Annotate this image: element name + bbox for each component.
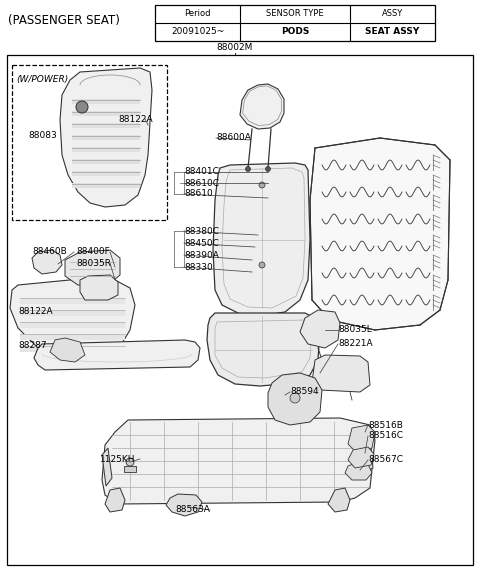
Polygon shape bbox=[102, 418, 375, 504]
Polygon shape bbox=[166, 494, 202, 516]
Bar bbox=[72, 171, 140, 176]
Polygon shape bbox=[348, 425, 375, 452]
Polygon shape bbox=[65, 250, 120, 285]
Bar bbox=[12, 65, 167, 220]
Text: Period: Period bbox=[184, 10, 211, 18]
Bar bbox=[20, 310, 125, 316]
Bar bbox=[72, 99, 140, 104]
Bar bbox=[72, 159, 140, 164]
Text: 88610: 88610 bbox=[184, 190, 213, 198]
Polygon shape bbox=[355, 435, 373, 475]
Text: 88083: 88083 bbox=[28, 132, 57, 140]
Text: 88516B: 88516B bbox=[368, 420, 403, 430]
Polygon shape bbox=[50, 338, 85, 362]
Text: 88380C: 88380C bbox=[184, 227, 219, 236]
Text: SENSOR TYPE: SENSOR TYPE bbox=[266, 10, 324, 18]
Polygon shape bbox=[32, 250, 62, 274]
Polygon shape bbox=[34, 340, 200, 370]
Text: (W/POWER): (W/POWER) bbox=[16, 75, 68, 84]
Circle shape bbox=[126, 458, 134, 466]
Text: 1125KH: 1125KH bbox=[100, 454, 135, 463]
Bar bbox=[155, 5, 435, 41]
Circle shape bbox=[245, 167, 251, 171]
Polygon shape bbox=[240, 84, 284, 129]
Polygon shape bbox=[10, 278, 135, 362]
Bar bbox=[20, 322, 125, 328]
Polygon shape bbox=[207, 313, 320, 386]
Text: 88035R: 88035R bbox=[76, 259, 111, 267]
Text: PODS: PODS bbox=[281, 28, 309, 36]
Polygon shape bbox=[310, 138, 450, 330]
Text: 88400F: 88400F bbox=[76, 247, 110, 256]
Polygon shape bbox=[345, 462, 372, 480]
Polygon shape bbox=[105, 488, 125, 512]
Text: 88594: 88594 bbox=[290, 388, 319, 397]
Text: ASSY: ASSY bbox=[382, 10, 403, 18]
Bar bbox=[20, 346, 125, 352]
Text: SEAT ASSY: SEAT ASSY bbox=[365, 28, 420, 36]
Bar bbox=[124, 466, 136, 472]
Text: 88450C: 88450C bbox=[184, 239, 219, 247]
Text: 88330: 88330 bbox=[184, 263, 213, 271]
Polygon shape bbox=[312, 355, 370, 392]
Bar bbox=[20, 298, 125, 304]
Polygon shape bbox=[102, 448, 112, 486]
Polygon shape bbox=[328, 488, 350, 512]
Text: 88460B: 88460B bbox=[32, 247, 67, 256]
Text: 88600A: 88600A bbox=[216, 133, 251, 143]
Text: 88287: 88287 bbox=[18, 340, 47, 350]
Text: 88516C: 88516C bbox=[368, 431, 403, 440]
Circle shape bbox=[259, 182, 265, 188]
Bar bbox=[72, 183, 140, 188]
Bar bbox=[72, 123, 140, 128]
Text: 88610C: 88610C bbox=[184, 178, 219, 187]
Text: 88002M: 88002M bbox=[217, 43, 253, 52]
Bar bbox=[20, 334, 125, 340]
Bar bbox=[72, 111, 140, 116]
Text: 88390A: 88390A bbox=[184, 251, 219, 259]
Polygon shape bbox=[80, 275, 118, 300]
Text: 88035L: 88035L bbox=[338, 325, 372, 335]
Circle shape bbox=[259, 262, 265, 268]
Text: 88567C: 88567C bbox=[368, 455, 403, 465]
Polygon shape bbox=[213, 163, 310, 316]
Polygon shape bbox=[268, 373, 322, 425]
Circle shape bbox=[290, 393, 300, 403]
Polygon shape bbox=[348, 447, 374, 468]
Text: 88563A: 88563A bbox=[175, 505, 210, 515]
Text: (PASSENGER SEAT): (PASSENGER SEAT) bbox=[8, 14, 120, 27]
Polygon shape bbox=[60, 68, 152, 207]
Text: 88221A: 88221A bbox=[338, 339, 372, 348]
Text: 88122A: 88122A bbox=[118, 114, 153, 124]
Bar bbox=[72, 135, 140, 140]
Bar bbox=[72, 147, 140, 152]
Polygon shape bbox=[300, 310, 340, 348]
Bar bbox=[7, 55, 473, 565]
Text: 88401C: 88401C bbox=[184, 167, 219, 177]
Circle shape bbox=[76, 101, 88, 113]
Text: 88122A: 88122A bbox=[18, 308, 53, 316]
Circle shape bbox=[265, 167, 271, 171]
Text: 20091025~: 20091025~ bbox=[171, 28, 224, 36]
